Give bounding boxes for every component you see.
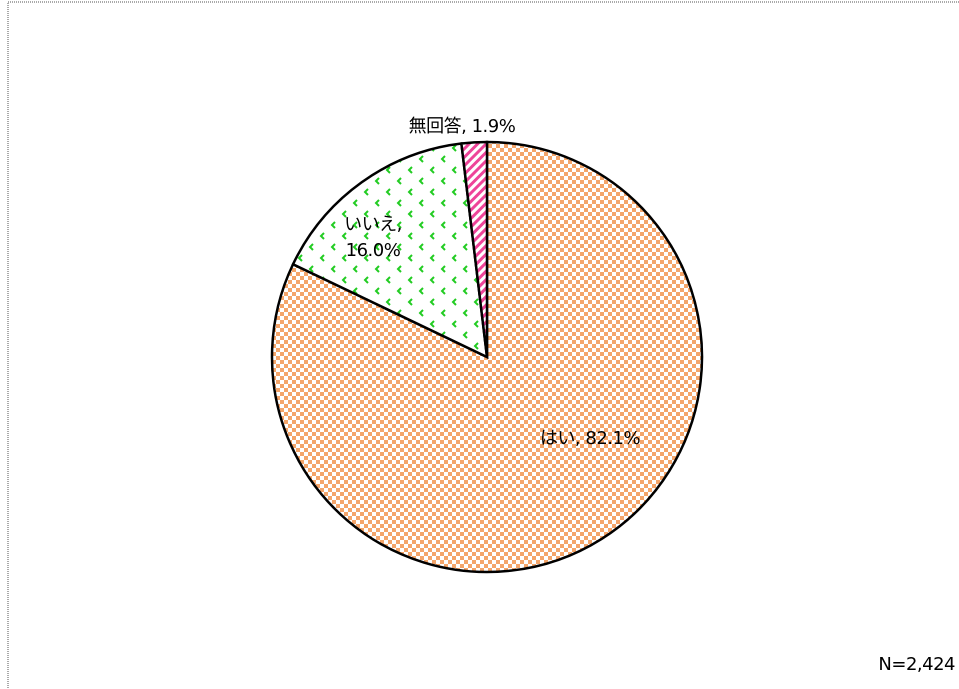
annotation: N=2,424	[878, 654, 955, 675]
data-label: はい, 82.1%	[539, 428, 641, 449]
pie-slice	[460, 140, 489, 358]
frame	[7, 1, 959, 689]
data-label: 無回答, 1.9%	[408, 116, 516, 137]
pie	[270, 140, 704, 574]
data-label: いいえ, 16.0%	[344, 214, 402, 261]
pie-slice	[270, 140, 704, 574]
pie-slice	[291, 142, 489, 360]
